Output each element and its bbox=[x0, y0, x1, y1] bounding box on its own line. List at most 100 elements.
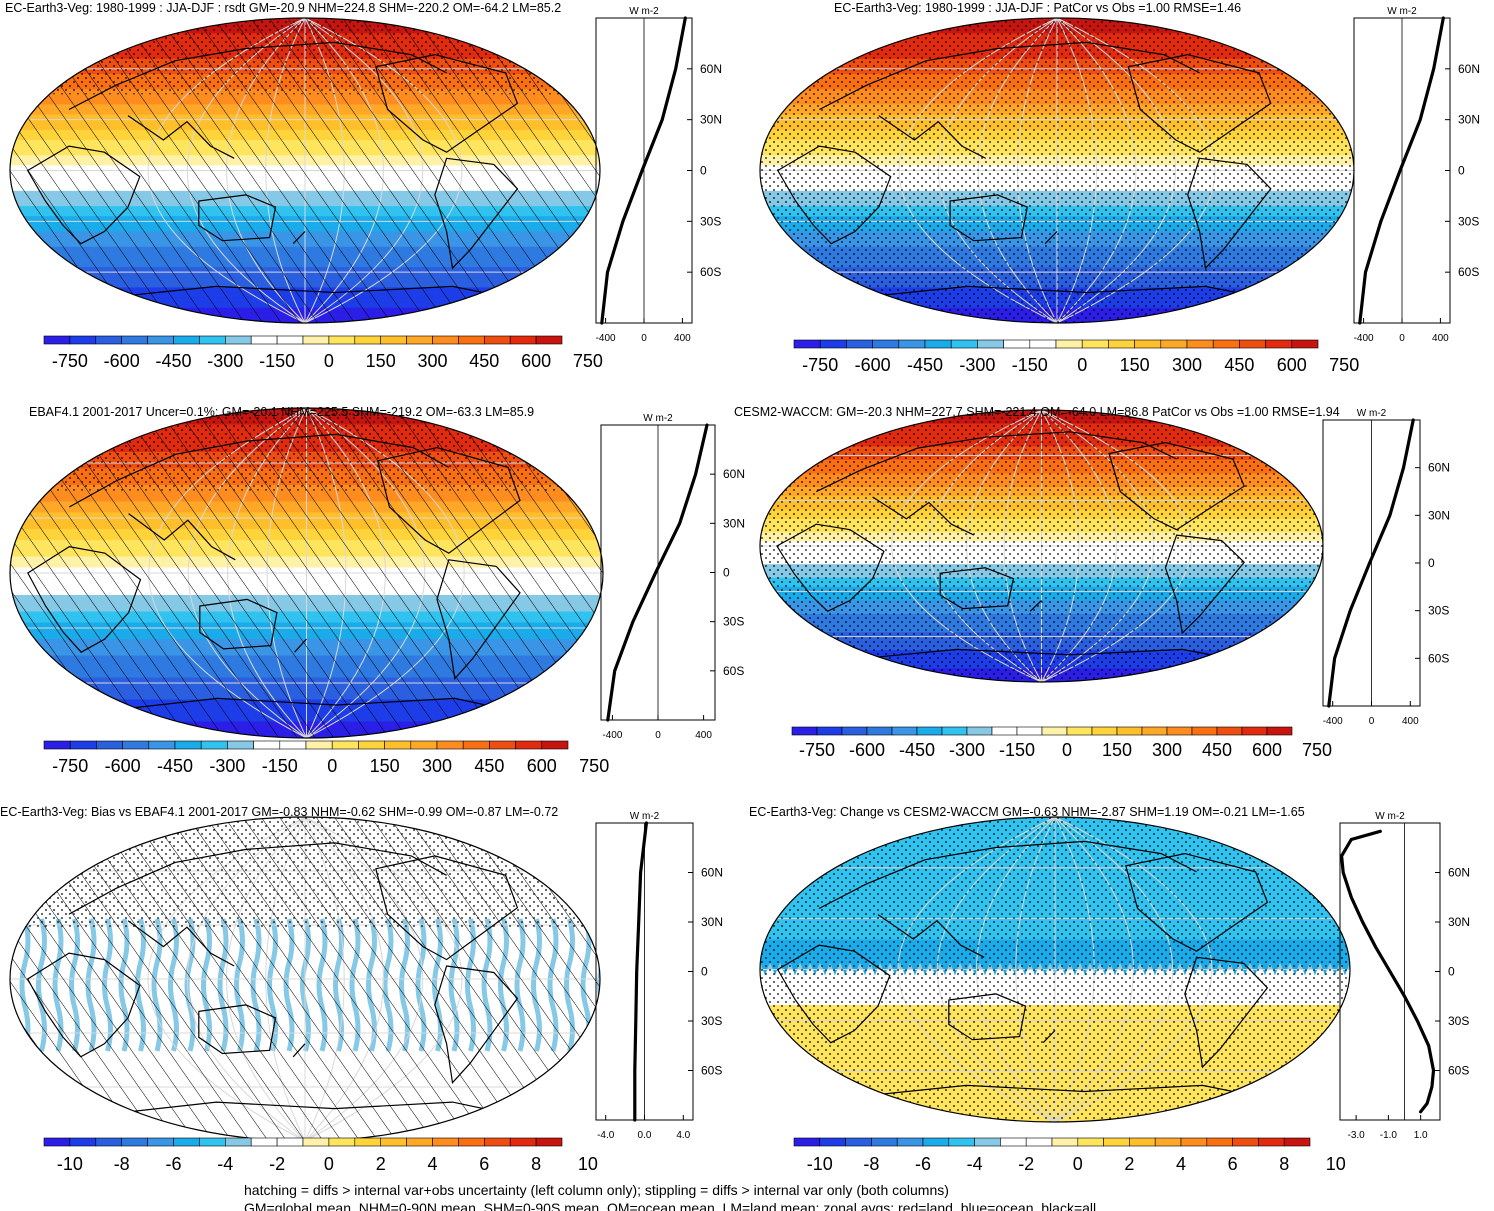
zonal-xtick-label: 0 bbox=[1369, 716, 1375, 727]
coastline bbox=[98, 285, 530, 303]
colorbar-swatch bbox=[896, 1137, 924, 1147]
colorbar-swatch bbox=[147, 1137, 174, 1147]
colorbar-tick-label: -600 bbox=[105, 756, 141, 776]
colorbar-tick-label: 150 bbox=[366, 351, 396, 371]
colorbar-tick-label: -150 bbox=[1012, 355, 1048, 375]
panel-title: EC-Earth3-Veg: 1980-1999 : JJA-DJF : rsd… bbox=[5, 1, 561, 15]
colorbar-tick-label: -8 bbox=[863, 1154, 879, 1174]
colorbar-swatch bbox=[1216, 726, 1243, 736]
colorbar-tick-label: 600 bbox=[1277, 355, 1307, 375]
colorbar-tick-label: -450 bbox=[155, 351, 191, 371]
stippling-overlay bbox=[760, 817, 1350, 1122]
coastline bbox=[816, 431, 1177, 493]
coastline bbox=[292, 1043, 306, 1058]
colorbar-tick-label: 150 bbox=[1120, 355, 1150, 375]
colorbar-tick-label: -750 bbox=[52, 756, 88, 776]
coastlines bbox=[776, 431, 1256, 664]
colorbar-swatch bbox=[922, 1137, 950, 1147]
coastlines bbox=[26, 41, 530, 303]
coastline bbox=[776, 145, 892, 245]
colorbar-swatch bbox=[509, 335, 537, 345]
coastline bbox=[872, 496, 975, 536]
colorbar-swatch bbox=[950, 339, 978, 349]
zonal-ytick-label: 60S bbox=[1458, 265, 1479, 279]
zonal-ytick-label: 60N bbox=[723, 467, 745, 481]
colorbar-swatch bbox=[380, 1137, 407, 1147]
zonal-xtick-label: 0 bbox=[641, 333, 647, 344]
coastline bbox=[776, 523, 885, 613]
zonal-ytick-label: 30S bbox=[700, 214, 721, 228]
colorbar-tick-label: -450 bbox=[907, 355, 943, 375]
zonal-xtick-label: -400 bbox=[1323, 716, 1343, 727]
colorbar-swatch bbox=[1081, 339, 1109, 349]
colorbar-tick-label: -750 bbox=[52, 351, 88, 371]
colorbar-swatch bbox=[279, 740, 307, 750]
stippling-overlay bbox=[760, 18, 1354, 323]
colorbar-swatch bbox=[121, 335, 148, 345]
colorbar-swatch bbox=[1066, 726, 1093, 736]
coastline bbox=[948, 993, 1027, 1041]
zonal-ytick-label: 60N bbox=[701, 866, 723, 880]
colorbar-tick-label: 750 bbox=[1302, 740, 1332, 760]
colorbar-swatch bbox=[1091, 726, 1118, 736]
zonal-xtick-label: 0 bbox=[1399, 333, 1405, 344]
zonal-xtick-label: 400 bbox=[695, 730, 712, 741]
stippling-overlay bbox=[10, 18, 600, 95]
colorbar-tick-label: 600 bbox=[1252, 740, 1282, 760]
coastline bbox=[292, 231, 306, 245]
zonal-ytick-label: 0 bbox=[1428, 556, 1435, 570]
colorbar-swatch bbox=[948, 1137, 975, 1147]
colorbar-swatch bbox=[384, 740, 412, 750]
zonal-xtick-label: -400 bbox=[602, 730, 622, 741]
zonal-units: W m-2 bbox=[643, 413, 673, 424]
zonal-mean-line bbox=[633, 821, 648, 1122]
zonal-ytick-label: 60S bbox=[1448, 1064, 1469, 1078]
zonal-average: W m-2 60N 30N 0 30S 60S -3.0 -1.0 1.0 bbox=[1339, 811, 1470, 1141]
colorbar-tick-label: 6 bbox=[479, 1154, 489, 1174]
colorbar-swatch bbox=[96, 740, 123, 750]
colorbar-tick-label: -4 bbox=[967, 1154, 983, 1174]
colorbar-swatch bbox=[489, 740, 516, 750]
zonal-ytick-label: 30N bbox=[700, 113, 722, 127]
coastline bbox=[878, 115, 986, 159]
colorbar-swatch bbox=[380, 335, 407, 345]
zonal-xtick-label: 400 bbox=[1402, 716, 1419, 727]
zonal-xtick-label: 400 bbox=[1432, 333, 1449, 344]
colorbar-swatch bbox=[1025, 1137, 1053, 1147]
zonal-units: W m-2 bbox=[629, 6, 659, 17]
colorbar-tick-label: 2 bbox=[1124, 1154, 1134, 1174]
zonal-ytick-label: 60S bbox=[723, 664, 744, 678]
colorbar-swatch bbox=[432, 335, 459, 345]
zonal-xtick-label: 0.0 bbox=[638, 1130, 652, 1141]
colorbar-tick-label: -750 bbox=[799, 740, 835, 760]
colorbar-swatch bbox=[406, 335, 433, 345]
colorbar-swatch bbox=[1154, 1137, 1182, 1147]
panel-6: EC-Earth3-Veg: Change vs CESM2-WACCM GM=… bbox=[749, 805, 1470, 1174]
zonal-ytick-label: 30N bbox=[1428, 508, 1450, 522]
colorbar-tick-label: -2 bbox=[269, 1154, 285, 1174]
colorbar-swatch bbox=[1241, 726, 1268, 736]
colorbar-swatch bbox=[819, 339, 847, 349]
colorbar: -10 -8 -6 -4 -2 0 2 4 6 8 10 bbox=[793, 1137, 1346, 1174]
colorbar-swatch bbox=[253, 740, 281, 750]
colorbar-tick-label: -600 bbox=[104, 351, 140, 371]
colorbar-swatch bbox=[1265, 339, 1293, 349]
zonal-xtick-label: 400 bbox=[674, 333, 691, 344]
zonal-units: W m-2 bbox=[630, 811, 660, 822]
coastline bbox=[127, 920, 235, 967]
colorbar-swatch bbox=[846, 339, 873, 349]
colorbar-swatch bbox=[250, 1137, 278, 1147]
colorbar-swatch bbox=[966, 726, 993, 736]
colorbar-swatch bbox=[819, 1137, 846, 1147]
colorbar-swatch bbox=[200, 740, 228, 750]
coastlines bbox=[26, 842, 530, 1119]
colorbar-tick-label: -150 bbox=[262, 756, 298, 776]
coastline bbox=[1029, 599, 1042, 612]
colorbar-tick-label: 300 bbox=[1172, 355, 1202, 375]
coastline bbox=[294, 638, 307, 653]
zonal-ytick-label: 0 bbox=[700, 164, 707, 178]
colorbar-swatch bbox=[148, 740, 176, 750]
zonal-mean-line bbox=[1339, 829, 1436, 1114]
colorbar-swatch bbox=[974, 1137, 1001, 1147]
